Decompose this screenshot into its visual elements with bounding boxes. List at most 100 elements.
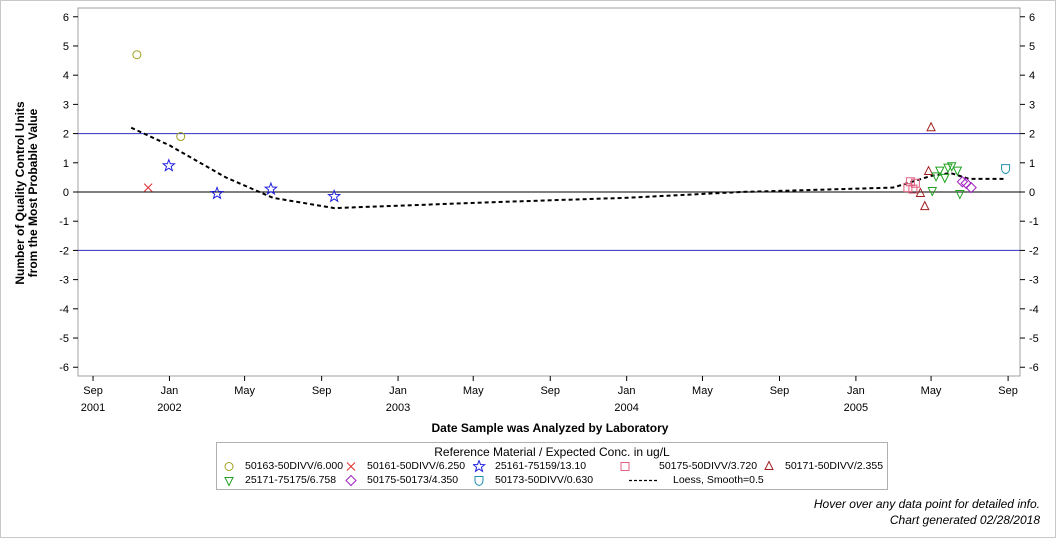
legend-label: 50173-50DIVV/0.630 [495,474,594,486]
y-tick-label-left: -2 [59,245,69,257]
legend-marker-x [346,462,356,471]
data-point [931,172,941,183]
legend-swatch [620,462,630,471]
y-tick-label-right: -1 [1029,216,1039,228]
legend-label: 50171-50DIVV/2.355 [785,460,884,472]
legend-swatch [473,460,487,473]
legend: Reference Material / Expected Conc. in u… [216,442,888,490]
data-point [927,187,938,197]
y-tick-label-right: -5 [1029,333,1039,345]
x-tick-label: Jan [618,385,636,397]
y-tick-label-right: 5 [1029,41,1035,53]
legend-marker-triangle-down [224,477,234,487]
legend-swatch [224,477,234,487]
data-point [955,189,965,200]
x-tick-year-label: 2003 [386,402,410,414]
y-tick-label-right: 1 [1029,158,1035,170]
data-point [176,132,186,142]
y-tick-label-left: -6 [59,362,69,374]
y-tick-label-right: -4 [1029,304,1039,316]
legend-swatch [345,474,357,487]
x-tick-label: May [921,385,942,397]
legend-swatch [629,479,659,482]
legend-marker-star [473,460,487,473]
legend-swatch [474,476,484,487]
data-point [132,50,142,60]
data-point [327,188,342,203]
y-tick-label-left: 1 [63,158,69,170]
legend-label: 25161-75159/13.10 [495,460,587,472]
y-tick-label-left: 2 [63,129,69,141]
data-point [923,165,934,176]
x-tick-label: May [692,385,713,397]
y-tick-label-right: -2 [1029,245,1039,257]
x-axis-label: Date Sample was Analyzed by Laboratory [432,421,669,435]
y-tick-label-left: -5 [59,333,69,345]
data-point [965,181,977,194]
legend-swatch [346,462,356,471]
x-tick-label: Sep [540,385,560,397]
x-tick-label: Sep [83,385,103,397]
y-tick-label-left: 5 [63,41,69,53]
y-tick-label-right: 4 [1029,70,1035,82]
legend-label: 50161-50DIVV/6.250 [367,460,466,472]
x-tick-label: May [234,385,255,397]
legend-swatch [224,462,234,471]
y-tick-label-left: 4 [63,70,69,82]
legend-marker-circle [224,462,234,471]
data-point [905,177,915,187]
data-point [915,187,926,197]
x-tick-label: Sep [312,385,332,397]
data-point [952,166,963,177]
legend-marker-diamond [345,474,357,487]
x-tick-label: Jan [161,385,179,397]
x-tick-label: Jan [389,385,407,397]
legend-swatch [764,460,774,470]
loess-curve [130,126,1006,210]
data-point [1001,164,1011,175]
x-tick-year-label: 2002 [157,402,181,414]
data-point [910,178,920,188]
data-point [926,121,936,132]
y-tick-label-right: 0 [1029,187,1035,199]
legend-marker-triangle [764,460,774,470]
data-point [956,176,969,188]
x-tick-year-label: 2001 [81,402,105,414]
data-point [919,200,930,211]
y-tick-label-left: 6 [63,12,69,24]
data-point [908,184,918,194]
y-tick-label-left: -3 [59,275,69,287]
legend-label: 50163-50DIVV/6.000 [245,460,344,472]
data-point [161,158,176,172]
y-tick-label-right: -6 [1029,362,1039,374]
y-axis-label-line1: Number of Quality Control Units [13,101,27,285]
y-tick-label-right: -3 [1029,275,1039,287]
y-axis-label-line2: from the Most Probable Value [26,108,40,277]
legend-marker-shield [474,476,484,487]
x-tick-year-label: 2004 [614,402,638,414]
y-tick-label-right: 3 [1029,99,1035,111]
y-tick-label-left: -4 [59,304,69,316]
legend-title: Reference Material / Expected Conc. in u… [434,445,670,459]
legend-label: 50175-50DIVV/3.720 [659,460,758,472]
x-tick-label: May [463,385,484,397]
data-point [940,173,950,184]
chart-generated-date: Chart generated 02/28/2018 [889,513,1040,527]
x-tick-label: Sep [770,385,790,397]
legend-label: 50175-50173/4.350 [367,474,459,486]
x-tick-label: Sep [998,385,1018,397]
data-point [209,186,225,200]
legend-label: Loess, Smooth=0.5 [673,474,764,486]
qc-chart: -6 -6 -5 -5 -4 -4 -3 -3 -2 -2 -1 -1 0 0 1 1 2 2 3 3 4 4 5 5 6 6 Se… [13,7,1039,435]
x-tick-year-label: 2005 [844,402,868,414]
data-point [143,183,153,192]
legend-label: 25171-75175/6.758 [245,474,337,486]
y-tick-label-right: 2 [1029,129,1035,141]
data-point [263,181,278,196]
legend-marker-square [620,462,630,471]
y-tick-label-left: -1 [59,216,69,228]
y-tick-label-left: 3 [63,99,69,111]
x-tick-label: Jan [847,385,865,397]
y-tick-label-right: 6 [1029,12,1035,24]
hover-hint: Hover over any data point for detailed i… [813,497,1040,511]
